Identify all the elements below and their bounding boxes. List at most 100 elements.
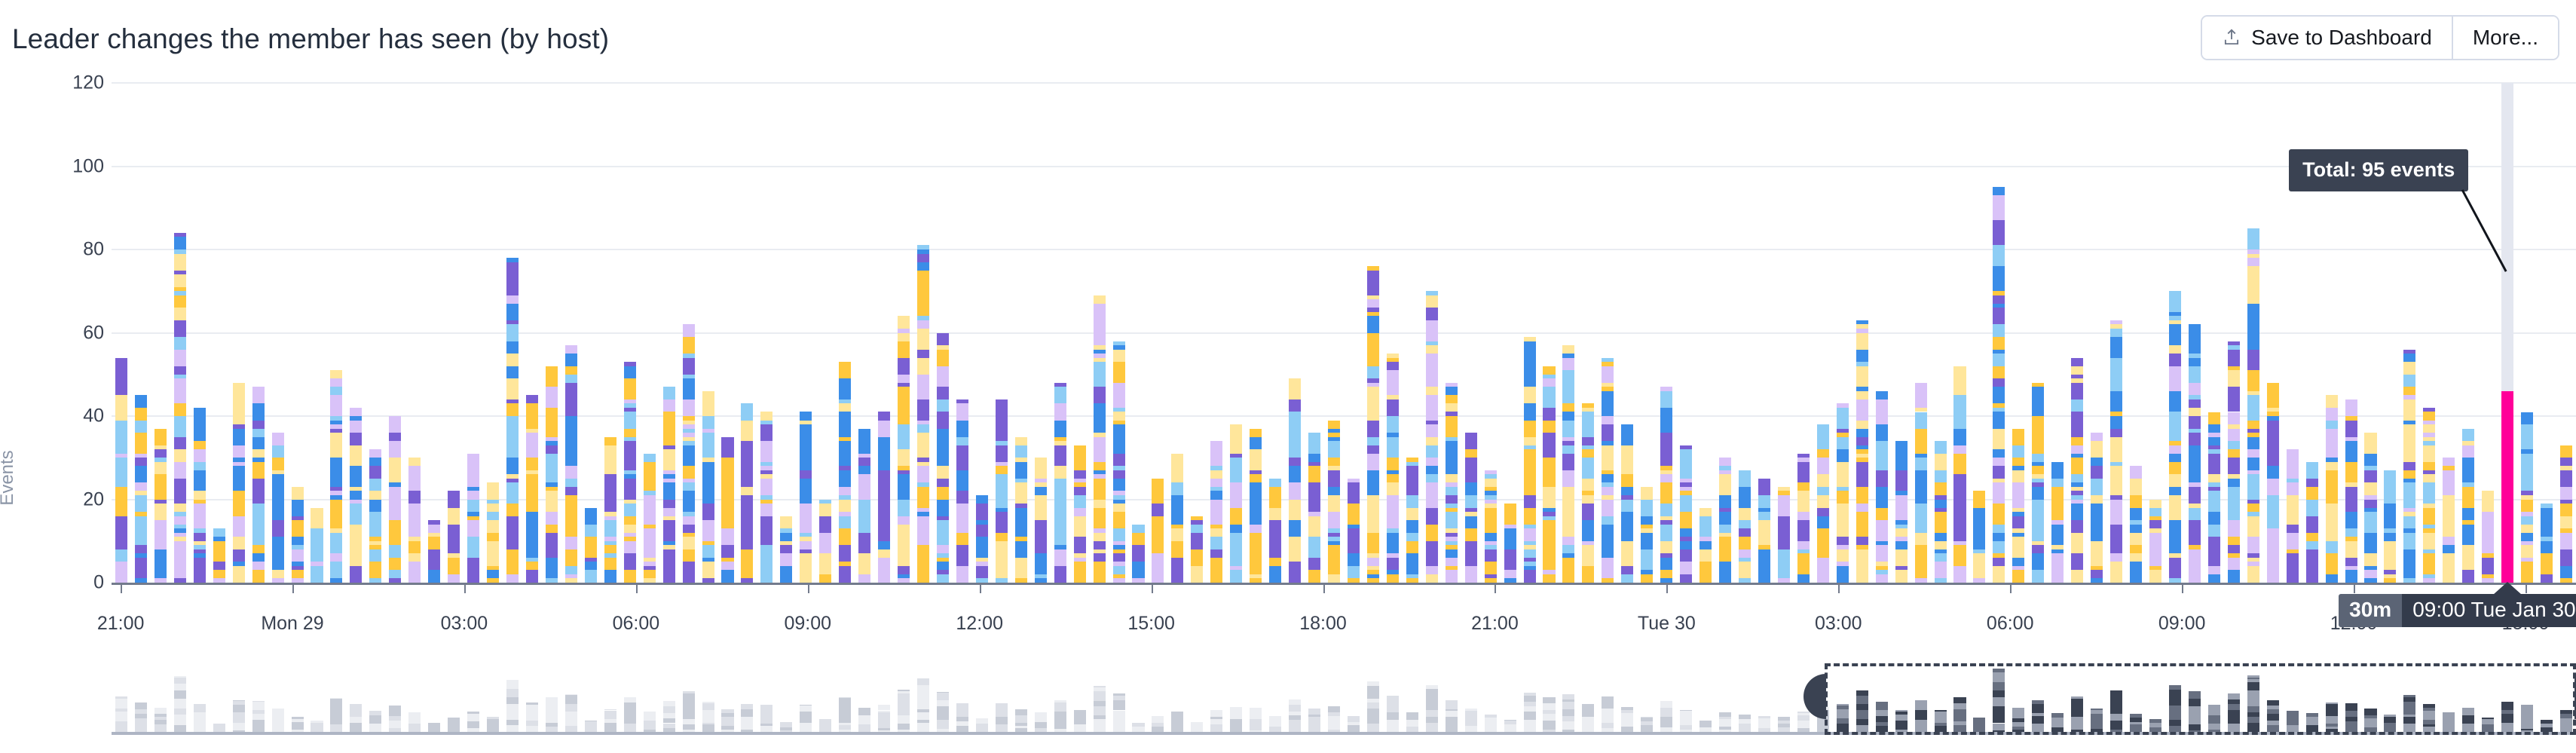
stacked-bar[interactable] (1523, 337, 1536, 583)
stacked-bar[interactable] (2051, 461, 2064, 583)
stacked-bar[interactable] (1484, 470, 1497, 583)
stacked-bar[interactable] (2384, 470, 2397, 583)
stacked-bar[interactable] (2286, 449, 2299, 583)
stacked-bar[interactable] (154, 428, 167, 583)
stacked-bar[interactable] (662, 387, 675, 583)
stacked-bar[interactable] (232, 382, 245, 583)
stacked-bar[interactable] (2168, 291, 2181, 583)
stacked-bar[interactable] (1132, 524, 1145, 583)
navigator-mini-chart[interactable] (112, 657, 2576, 733)
stacked-bar[interactable] (898, 316, 910, 583)
stacked-bar[interactable] (2130, 466, 2143, 583)
stacked-bar[interactable] (2091, 433, 2103, 583)
stacked-bar[interactable] (839, 362, 852, 583)
stacked-bar[interactable] (604, 436, 616, 583)
stacked-bar[interactable] (408, 458, 421, 583)
stacked-bar[interactable] (975, 494, 988, 583)
stacked-bar[interactable] (702, 390, 714, 583)
stacked-bar[interactable] (916, 245, 930, 583)
stacked-bar[interactable] (1836, 403, 1849, 583)
navigator-handle-right[interactable] (2574, 674, 2576, 719)
stacked-bar[interactable] (1719, 458, 1732, 583)
stacked-bar[interactable] (1934, 441, 1947, 583)
stacked-bar[interactable] (2149, 499, 2162, 583)
stacked-bar[interactable] (1543, 366, 1556, 583)
stacked-bar[interactable] (389, 416, 402, 583)
stacked-bar[interactable] (2305, 461, 2318, 583)
stacked-bar[interactable] (2482, 491, 2495, 583)
stacked-bar[interactable] (682, 324, 695, 583)
stacked-bar[interactable] (584, 507, 597, 583)
stacked-bar[interactable] (213, 528, 225, 583)
stacked-bar[interactable] (780, 516, 793, 583)
time-range-navigator[interactable] (0, 657, 2576, 753)
stacked-bar[interactable] (2462, 428, 2475, 583)
stacked-bar[interactable] (995, 399, 1008, 583)
stacked-bar[interactable] (1758, 478, 1770, 583)
stacked-bar[interactable] (1504, 504, 1516, 583)
stacked-bar[interactable] (2012, 428, 2025, 583)
stacked-bar[interactable] (330, 370, 343, 583)
events-bar-chart[interactable]: Events 0 20 40 60 80 100 120 21:00 Mon 29 03:00 0… (0, 72, 2576, 656)
stacked-bar[interactable] (564, 345, 577, 583)
stacked-bar[interactable] (800, 412, 812, 583)
stacked-bar[interactable] (1953, 366, 1966, 583)
stacked-bar[interactable] (1289, 378, 1302, 583)
stacked-bar[interactable] (1993, 187, 2005, 583)
stacked-bar[interactable] (1366, 266, 1379, 583)
stacked-bar[interactable] (1171, 453, 1184, 583)
stacked-bar[interactable] (1699, 507, 1712, 583)
stacked-bar[interactable] (448, 491, 460, 583)
stacked-bar[interactable] (721, 436, 734, 583)
stacked-bar[interactable] (741, 403, 754, 583)
stacked-bar[interactable] (1641, 486, 1654, 583)
more-button[interactable]: More... (2451, 17, 2558, 59)
stacked-bar[interactable] (623, 362, 636, 583)
stacked-bar[interactable] (1386, 354, 1399, 583)
stacked-bar[interactable] (1210, 441, 1223, 583)
stacked-bar[interactable] (1347, 478, 1360, 583)
stacked-bar[interactable] (1464, 433, 1477, 583)
stacked-bar[interactable] (252, 387, 265, 583)
stacked-bar[interactable] (1152, 478, 1164, 583)
stacked-bar[interactable] (134, 395, 147, 583)
stacked-bar[interactable] (2559, 445, 2573, 583)
stacked-bar[interactable] (487, 482, 500, 583)
stacked-bar[interactable] (1445, 382, 1458, 583)
stacked-bar[interactable] (1308, 433, 1321, 583)
stacked-bar[interactable] (1112, 341, 1125, 583)
stacked-bar[interactable] (1738, 470, 1751, 583)
stacked-bar[interactable] (506, 258, 519, 583)
stacked-bar[interactable] (1856, 320, 1868, 583)
stacked-bar[interactable] (2423, 407, 2436, 583)
stacked-bar[interactable] (1073, 445, 1086, 583)
stacked-bar[interactable] (1425, 291, 1438, 583)
stacked-bar[interactable] (1327, 420, 1341, 583)
stacked-bar[interactable] (1680, 445, 1693, 583)
stacked-bar[interactable] (115, 357, 127, 583)
stacked-bar[interactable] (525, 395, 538, 583)
stacked-bar[interactable] (2188, 324, 2201, 583)
stacked-bar[interactable] (1895, 441, 1908, 583)
stacked-bar[interactable] (545, 366, 558, 583)
stacked-bar[interactable] (1054, 382, 1066, 583)
stacked-bar[interactable] (643, 453, 656, 583)
stacked-bar[interactable] (1406, 458, 1418, 583)
stacked-bar[interactable] (2325, 395, 2338, 583)
stacked-bar[interactable] (1034, 458, 1047, 583)
stacked-bar[interactable] (1621, 424, 1634, 583)
stacked-bar[interactable] (350, 407, 363, 583)
stacked-bar[interactable] (369, 449, 382, 583)
stacked-bar[interactable] (271, 433, 284, 583)
plot-area[interactable] (112, 83, 2576, 583)
stacked-bar[interactable] (878, 412, 891, 583)
save-to-dashboard-button[interactable]: Save to Dashboard (2202, 17, 2452, 59)
stacked-bar[interactable] (173, 232, 186, 583)
stacked-bar[interactable] (1914, 382, 1927, 583)
stacked-bar[interactable] (819, 499, 832, 583)
stacked-bar[interactable] (1797, 453, 1810, 583)
stacked-bar[interactable] (936, 332, 949, 583)
stacked-bar[interactable] (2345, 399, 2357, 583)
stacked-bar[interactable] (1562, 345, 1575, 583)
stacked-bar[interactable] (1230, 424, 1243, 583)
